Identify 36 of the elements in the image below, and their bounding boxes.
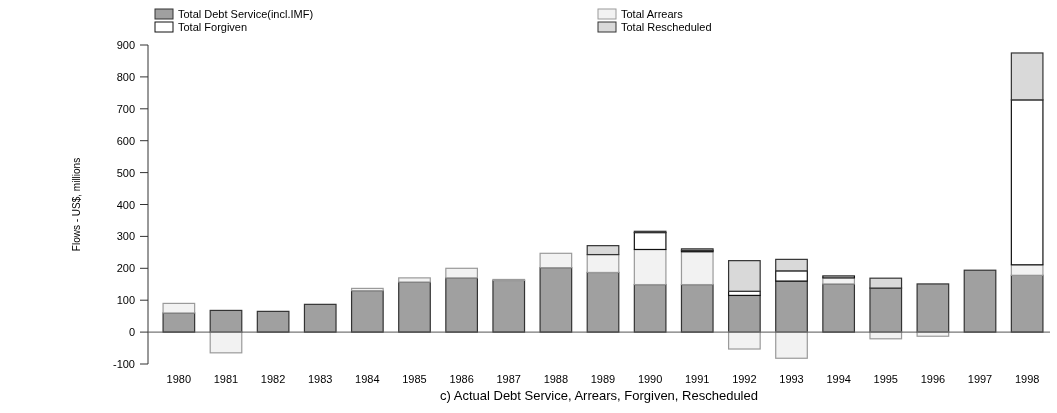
x-tick-label: 1985 — [402, 373, 427, 385]
legend-label: Total Forgiven — [178, 21, 248, 33]
x-tick-label: 1986 — [449, 373, 474, 385]
y-axis-title: Flows - US$, millions — [71, 157, 82, 252]
y-tick-label: 600 — [116, 134, 135, 147]
x-tick-label: 1988 — [543, 373, 569, 385]
legend-label: Total Debt Service(incl.IMF) — [178, 8, 314, 20]
x-tick-label: 1983 — [308, 373, 333, 385]
y-tick-label: 300 — [116, 230, 135, 243]
x-tick-label: 1981 — [213, 373, 239, 385]
x-tick-label: 1996 — [920, 373, 946, 385]
y-tick-label: 800 — [116, 70, 135, 83]
y-tick-label: 0 — [128, 326, 135, 339]
legend-label: Total Rescheduled — [621, 21, 712, 33]
x-tick-label: 1997 — [967, 373, 993, 385]
x-tick-label: 1984 — [355, 373, 380, 385]
x-tick-label: 1995 — [873, 373, 898, 385]
y-tick-label: 100 — [116, 294, 135, 307]
x-tick-label: 1998 — [1014, 373, 1040, 385]
y-tick-label: 500 — [116, 166, 135, 179]
x-tick-label: 1991 — [685, 373, 710, 385]
text: c) Actual Debt Service, Arrears, Forgiven, Rescheduled — [440, 388, 758, 403]
x-tick-label: 1990 — [637, 373, 663, 385]
y-tick-label: 700 — [116, 102, 135, 115]
legend-label: Total Arrears — [621, 8, 684, 20]
x-tick-label: 1992 — [732, 373, 757, 385]
x-tick-label: 1987 — [496, 373, 521, 385]
y-tick-label: 400 — [116, 198, 135, 211]
x-tick-label: 1989 — [590, 373, 616, 385]
y-tick-label: 900 — [116, 39, 135, 51]
x-tick-label: 1994 — [826, 373, 851, 385]
x-tick-label: 1982 — [260, 373, 286, 385]
y-tick-label: 200 — [116, 262, 135, 275]
x-tick-label: 1993 — [779, 373, 804, 385]
x-tick-label: 1980 — [166, 373, 192, 385]
y-tick-label: -100 — [112, 358, 135, 370]
